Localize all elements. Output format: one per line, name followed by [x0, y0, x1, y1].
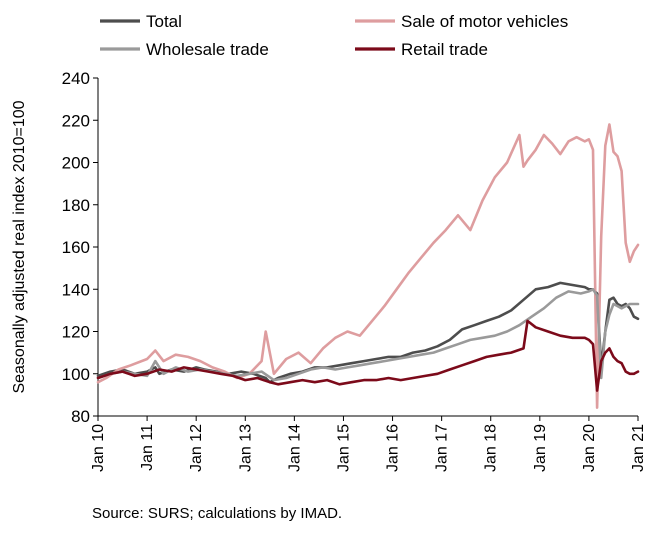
- y-tick-label: 200: [62, 154, 90, 173]
- legend-label-wholesale-trade: Wholesale trade: [146, 40, 269, 59]
- x-tick-label: Jan 12: [188, 424, 205, 472]
- legend-label-sale-of-motor-vehicles: Sale of motor vehicles: [401, 12, 568, 31]
- x-tick-label: Jan 15: [335, 424, 352, 472]
- y-tick-label: 240: [62, 69, 90, 88]
- legend-label-retail-trade: Retail trade: [401, 40, 488, 59]
- x-tick-label: Jan 14: [286, 424, 303, 472]
- x-tick-label: Jan 13: [237, 424, 254, 472]
- y-tick-label: 180: [62, 196, 90, 215]
- series-line-sale-of-motor-vehicles: [96, 123, 640, 409]
- y-tick-label: 100: [62, 365, 90, 384]
- axes: 80 100 120 140 160 180 200 220 240 Jan 10 Jan 11 Ja…: [62, 69, 647, 472]
- y-tick-label: 220: [62, 111, 90, 130]
- x-tick-label: Jan 20: [581, 424, 598, 472]
- legend: Total Sale of motor vehicles Wholesale tra…: [100, 12, 568, 59]
- y-axis-title: Seasonally adjusted real index 2010=100: [11, 100, 28, 393]
- x-tick-label: Jan 19: [532, 424, 549, 472]
- y-tick-label: 80: [71, 407, 90, 426]
- y-tick-label: 140: [62, 280, 90, 299]
- x-tick-label: Jan 16: [385, 424, 402, 472]
- legend-label-total: Total: [146, 12, 182, 31]
- x-tick-label: Jan 17: [434, 424, 451, 472]
- series-lines: [96, 123, 640, 409]
- x-tick-label: Jan 11: [139, 424, 156, 471]
- y-tick-label: 120: [62, 323, 90, 342]
- series-line-retail-trade: [96, 319, 640, 392]
- x-tick-label: Jan 18: [483, 424, 500, 472]
- x-tick-label: Jan 10: [90, 424, 107, 472]
- x-tick-label: Jan 21: [630, 424, 647, 472]
- source-note: Source: SURS; calculations by IMAD.: [92, 505, 343, 522]
- y-tick-label: 160: [62, 238, 90, 257]
